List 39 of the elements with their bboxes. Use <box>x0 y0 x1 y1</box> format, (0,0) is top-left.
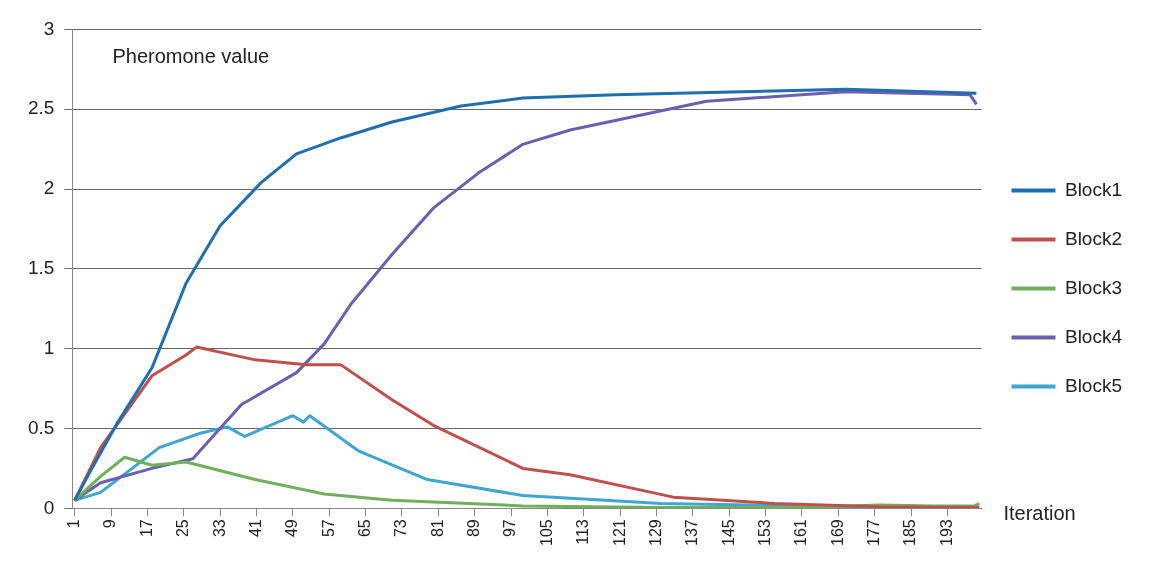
x-tick-label: 161 <box>792 519 810 547</box>
x-tick-label: 49 <box>283 519 301 538</box>
y-axis-title: Pheromone value <box>112 44 270 67</box>
x-tick-label: 113 <box>574 519 592 545</box>
x-tick-label: 137 <box>683 519 701 547</box>
x-tick-label: 193 <box>937 519 955 547</box>
x-tick-label: 129 <box>646 519 664 547</box>
legend-label: Block4 <box>1064 325 1123 347</box>
y-tick-label: 1.5 <box>27 257 55 279</box>
legend-label: Block3 <box>1064 276 1122 298</box>
x-tick-label: 33 <box>210 519 228 538</box>
x-tick-label: 177 <box>865 519 883 547</box>
y-tick-label: 1 <box>43 336 55 358</box>
x-tick-label: 17 <box>137 519 155 538</box>
x-tick-label: 169 <box>828 519 846 547</box>
x-tick-label: 89 <box>465 519 483 538</box>
x-tick-label: 121 <box>610 519 628 547</box>
x-tick-label: 105 <box>537 519 555 547</box>
y-tick-label: 2.5 <box>27 97 55 119</box>
x-tick-label: 153 <box>755 519 773 547</box>
x-tick-label: 41 <box>246 519 264 538</box>
x-tick-label: 9 <box>101 519 119 529</box>
x-tick-label: 1 <box>65 519 83 529</box>
y-tick-label: 0 <box>43 496 55 518</box>
y-tick-label: 2 <box>43 177 55 199</box>
legend-label: Block2 <box>1064 227 1122 249</box>
legend-label: Block1 <box>1064 178 1122 200</box>
y-tick-label: 3 <box>43 17 55 39</box>
x-tick-label: 81 <box>428 519 446 538</box>
x-tick-label: 185 <box>901 519 919 547</box>
x-tick-label: 97 <box>501 519 519 538</box>
x-tick-label: 57 <box>319 519 337 538</box>
x-tick-label: 73 <box>392 519 410 538</box>
x-tick-label: 25 <box>174 519 192 538</box>
legend-label: Block5 <box>1064 374 1122 396</box>
x-tick-label: 145 <box>719 519 737 547</box>
y-tick-label: 0.5 <box>27 416 55 438</box>
x-tick-label: 65 <box>355 519 373 538</box>
x-axis-title: Iteration <box>1003 501 1076 524</box>
